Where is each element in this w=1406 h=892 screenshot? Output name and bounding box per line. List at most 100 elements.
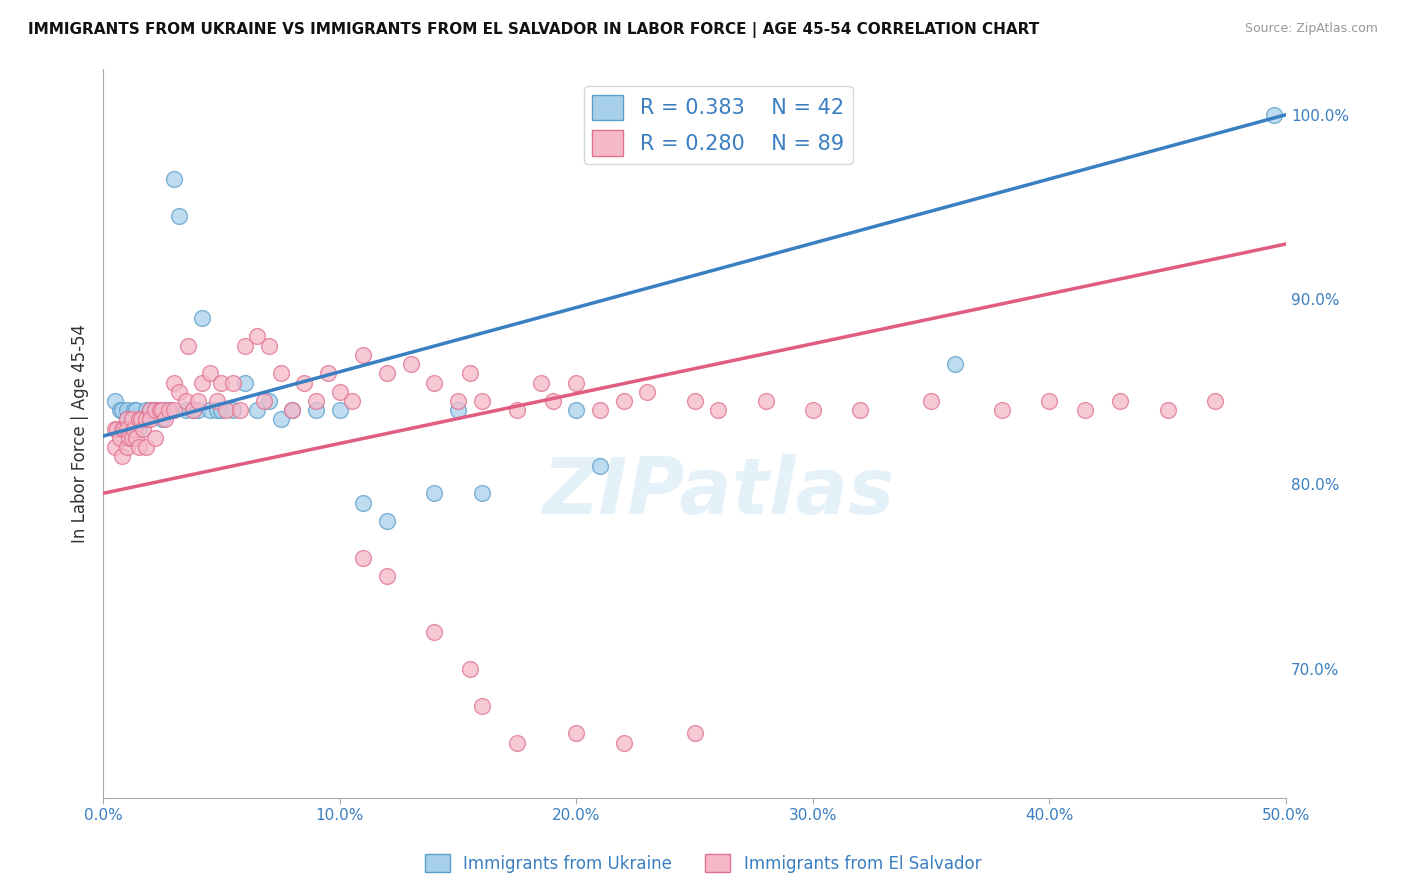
Point	[121, 412, 143, 426]
Point	[1156, 403, 1178, 417]
Point	[153, 412, 176, 426]
Point	[177, 338, 200, 352]
Point	[187, 403, 209, 417]
Point	[174, 403, 197, 417]
Point	[613, 394, 636, 409]
Point	[1109, 394, 1132, 409]
Point	[108, 403, 131, 417]
Point	[115, 422, 138, 436]
Point	[707, 403, 730, 417]
Point	[129, 412, 152, 426]
Point	[352, 495, 374, 509]
Point	[112, 422, 135, 436]
Point	[125, 431, 148, 445]
Point	[305, 394, 328, 409]
Point	[849, 403, 872, 417]
Point	[447, 394, 470, 409]
Point	[589, 403, 612, 417]
Point	[613, 736, 636, 750]
Point	[222, 376, 245, 390]
Point	[128, 422, 150, 436]
Point	[222, 403, 245, 417]
Point	[115, 440, 138, 454]
Point	[153, 403, 176, 417]
Point	[458, 366, 481, 380]
Point	[115, 412, 138, 426]
Text: ZIPatlas: ZIPatlas	[543, 454, 894, 530]
Point	[157, 403, 180, 417]
Text: IMMIGRANTS FROM UKRAINE VS IMMIGRANTS FROM EL SALVADOR IN LABOR FORCE | AGE 45-5: IMMIGRANTS FROM UKRAINE VS IMMIGRANTS FR…	[28, 22, 1039, 38]
Point	[471, 486, 494, 500]
Point	[139, 403, 162, 417]
Point	[150, 403, 173, 417]
Point	[167, 209, 190, 223]
Point	[375, 366, 398, 380]
Text: Source: ZipAtlas.com: Source: ZipAtlas.com	[1244, 22, 1378, 36]
Point	[121, 431, 143, 445]
Point	[215, 403, 238, 417]
Point	[143, 403, 166, 417]
Point	[329, 403, 352, 417]
Point	[270, 366, 292, 380]
Point	[104, 394, 127, 409]
Point	[143, 431, 166, 445]
Point	[125, 403, 148, 417]
Point	[506, 403, 529, 417]
Point	[115, 412, 138, 426]
Point	[423, 486, 446, 500]
Point	[257, 338, 280, 352]
Point	[187, 394, 209, 409]
Point	[920, 394, 942, 409]
Point	[246, 403, 269, 417]
Point	[129, 412, 152, 426]
Point	[132, 422, 155, 436]
Point	[565, 403, 588, 417]
Point	[530, 376, 553, 390]
Point	[111, 403, 134, 417]
Point	[352, 348, 374, 362]
Point	[143, 403, 166, 417]
Point	[150, 412, 173, 426]
Point	[174, 394, 197, 409]
Point	[471, 394, 494, 409]
Point	[111, 450, 134, 464]
Point	[205, 403, 228, 417]
Point	[471, 698, 494, 713]
Point	[329, 384, 352, 399]
Legend: Immigrants from Ukraine, Immigrants from El Salvador: Immigrants from Ukraine, Immigrants from…	[418, 847, 988, 880]
Y-axis label: In Labor Force | Age 45-54: In Labor Force | Age 45-54	[72, 324, 89, 543]
Point	[163, 172, 186, 186]
Point	[105, 422, 128, 436]
Point	[257, 394, 280, 409]
Point	[565, 376, 588, 390]
Point	[458, 662, 481, 676]
Point	[423, 376, 446, 390]
Point	[198, 403, 221, 417]
Point	[115, 403, 138, 417]
Point	[1263, 108, 1285, 122]
Point	[104, 422, 127, 436]
Point	[943, 357, 966, 371]
Point	[316, 366, 339, 380]
Point	[1204, 394, 1226, 409]
Point	[163, 403, 186, 417]
Point	[135, 440, 157, 454]
Point	[122, 403, 145, 417]
Point	[128, 412, 150, 426]
Point	[305, 403, 328, 417]
Point	[149, 403, 172, 417]
Point	[118, 431, 141, 445]
Point	[352, 551, 374, 566]
Point	[181, 403, 204, 417]
Point	[991, 403, 1014, 417]
Point	[167, 384, 190, 399]
Point	[191, 310, 214, 325]
Point	[801, 403, 824, 417]
Point	[205, 394, 228, 409]
Point	[163, 376, 186, 390]
Point	[139, 412, 162, 426]
Point	[1074, 403, 1097, 417]
Point	[375, 514, 398, 528]
Point	[589, 458, 612, 473]
Point	[447, 403, 470, 417]
